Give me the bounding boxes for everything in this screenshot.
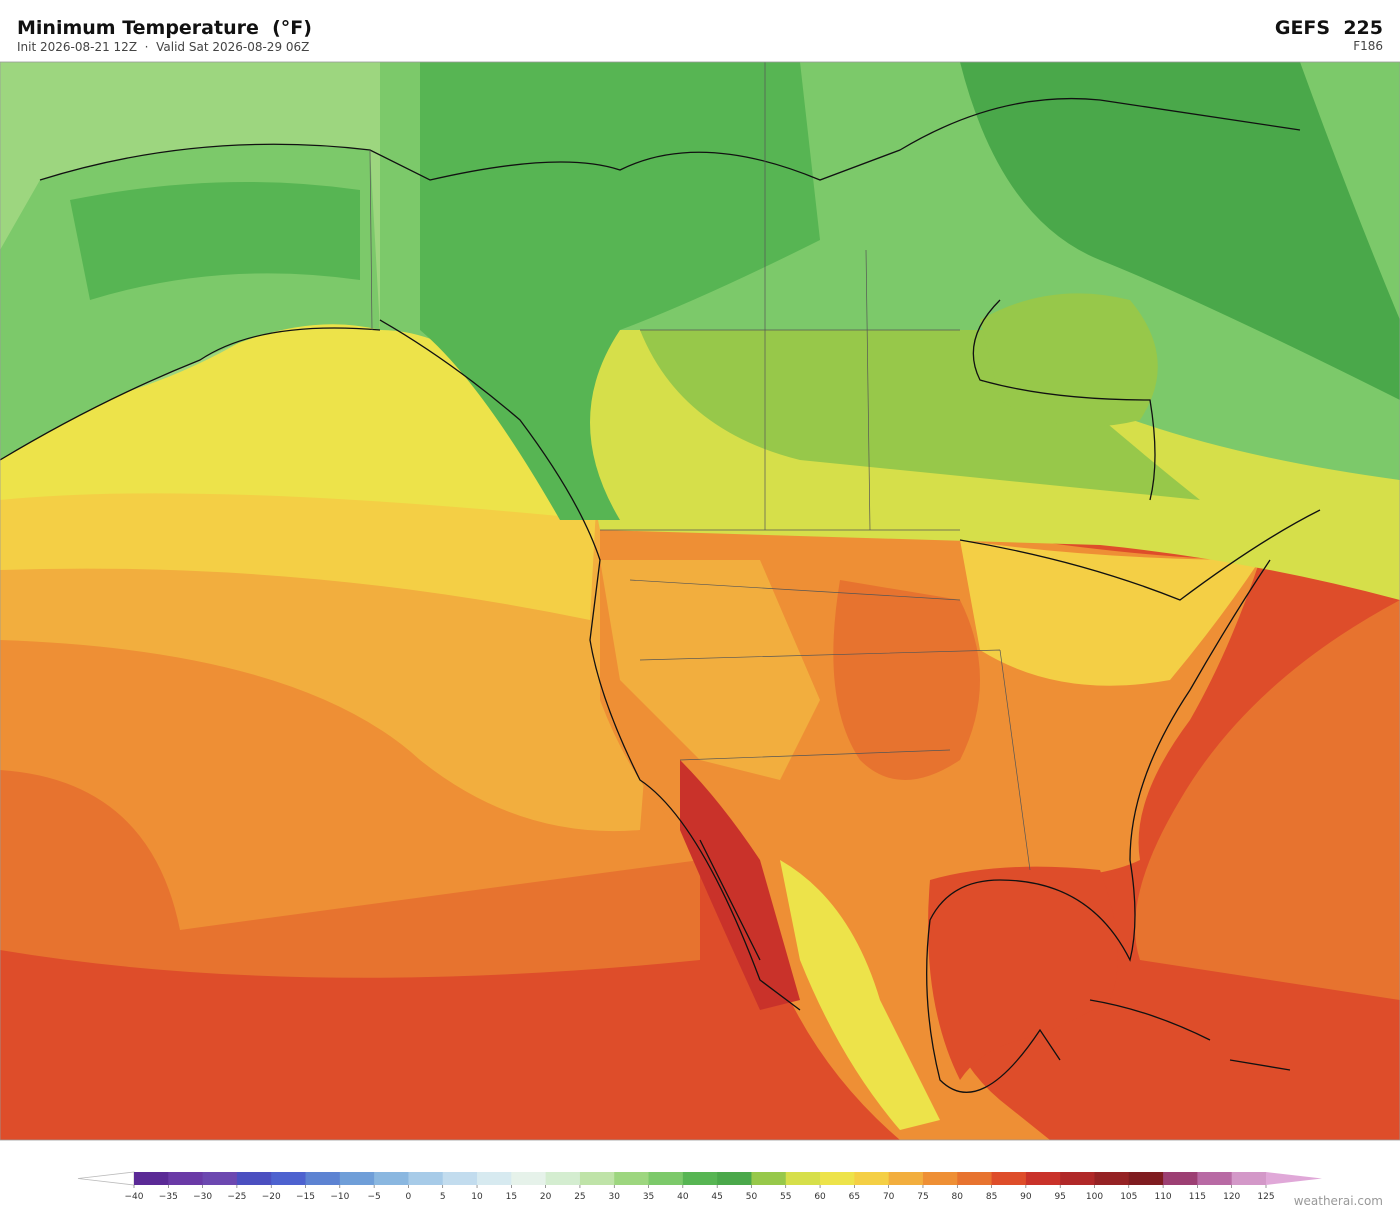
- colorbar-tick-label: 100: [1086, 1192, 1103, 1202]
- colorbar-box: [1163, 1172, 1198, 1185]
- colorbar-tick-label: 95: [1054, 1192, 1065, 1202]
- colorbar-tick-label: 75: [917, 1192, 928, 1202]
- colorbar-box: [1231, 1172, 1267, 1185]
- colorbar-tick-label: −15: [296, 1192, 315, 1202]
- colorbar-box: [511, 1172, 547, 1185]
- colorbar-tick-label: 120: [1223, 1192, 1240, 1202]
- colorbar-box: [1025, 1172, 1061, 1185]
- colorbar-box: [888, 1172, 924, 1185]
- credit: weatherai.com: [1294, 1194, 1383, 1208]
- colorbar-box: [682, 1172, 718, 1185]
- map-title: Minimum Temperature (°F): [17, 17, 312, 39]
- colorbar-tick-label: 60: [814, 1192, 826, 1202]
- colorbar-tick-label: −40: [125, 1192, 144, 1202]
- colorbar-box: [717, 1172, 752, 1185]
- colorbar-tick-label: 15: [506, 1192, 517, 1202]
- colorbar-box: [202, 1172, 238, 1185]
- map-frame: [0, 61, 1400, 1141]
- colorbar-tick-label: −25: [227, 1192, 246, 1202]
- colorbar-box: [1197, 1172, 1233, 1185]
- colorbar-tick-label: −30: [193, 1192, 212, 1202]
- colorbar-box: [991, 1172, 1027, 1185]
- colorbar-tick-label: −35: [159, 1192, 178, 1202]
- colorbar-box: [408, 1172, 444, 1185]
- colorbar-tick-label: 30: [609, 1192, 621, 1202]
- forecast-hour: F186: [1353, 39, 1383, 53]
- colorbar: −40 −35 −30 −25 −20 −15 −10 −5 0 5 10 15 20 25 30 35 40 4…: [77, 1171, 1322, 1202]
- colorbar-tick-label: −10: [330, 1192, 349, 1202]
- coastline: [0, 97, 1321, 1093]
- colorbar-box: [134, 1172, 169, 1185]
- colorbar-box: [374, 1172, 409, 1185]
- colorbar-over: [1266, 1172, 1322, 1185]
- colorbar-tick-label: 125: [1257, 1192, 1274, 1202]
- map-area: [0, 61, 1400, 1141]
- colorbar-tick-label: 20: [540, 1192, 552, 1202]
- colorbar-tick-label: 35: [643, 1192, 654, 1202]
- colorbar-box: [1060, 1172, 1095, 1185]
- colorbar-tick-label: 65: [849, 1192, 860, 1202]
- colorbar-tick-label: 105: [1120, 1192, 1137, 1202]
- colorbar-tick-label: 115: [1189, 1192, 1206, 1202]
- colorbar-tick-label: 45: [711, 1192, 722, 1202]
- colorbar-tick-label: 55: [780, 1192, 791, 1202]
- colorbar-box: [854, 1172, 890, 1185]
- colorbar-box: [579, 1172, 615, 1185]
- colorbar-box: [1094, 1172, 1130, 1185]
- colorbar-tick-label: 70: [883, 1192, 895, 1202]
- colorbar-box: [271, 1172, 307, 1185]
- colorbar-tick-label: 90: [1020, 1192, 1032, 1202]
- colorbar-box: [751, 1172, 787, 1185]
- colorbar-box: [922, 1172, 958, 1185]
- colorbar-box: [785, 1172, 821, 1185]
- colorbar-box: [477, 1172, 512, 1185]
- colorbar-tick-label: 80: [952, 1192, 964, 1202]
- colorbar-tick-label: 25: [574, 1192, 585, 1202]
- colorbar-tick-label: 0: [406, 1192, 412, 1202]
- colorbar-box: [339, 1172, 375, 1185]
- colorbar-box: [545, 1172, 581, 1185]
- colorbar-tick-label: 5: [440, 1192, 446, 1202]
- colorbar-box: [820, 1172, 855, 1185]
- colorbar-box: [614, 1172, 650, 1185]
- colorbar-tick-label: 40: [677, 1192, 689, 1202]
- colorbar-box: [957, 1172, 993, 1185]
- colorbar-box: [305, 1172, 341, 1185]
- colorbar-under: [77, 1171, 135, 1186]
- colorbar-tick-label: 110: [1154, 1192, 1171, 1202]
- colorbar-tick-label: −20: [262, 1192, 281, 1202]
- colorbar-tick-label: 10: [471, 1192, 483, 1202]
- colorbar-box: [1128, 1172, 1164, 1185]
- colorbar-tick-label: 50: [746, 1192, 758, 1202]
- colorbar-tick-label: 85: [986, 1192, 997, 1202]
- colorbar-box: [442, 1172, 478, 1185]
- colorbar-tick-label: −5: [367, 1192, 380, 1202]
- colorbar-box: [236, 1172, 272, 1185]
- colorbar-box: [168, 1172, 204, 1185]
- borders: [369, 62, 1031, 871]
- map-subtitle: Init 2026-08-21 12Z · Valid Sat 2026-08-…: [17, 40, 309, 54]
- colorbar-box: [648, 1172, 684, 1185]
- model-label: GEFS 225: [1275, 17, 1383, 39]
